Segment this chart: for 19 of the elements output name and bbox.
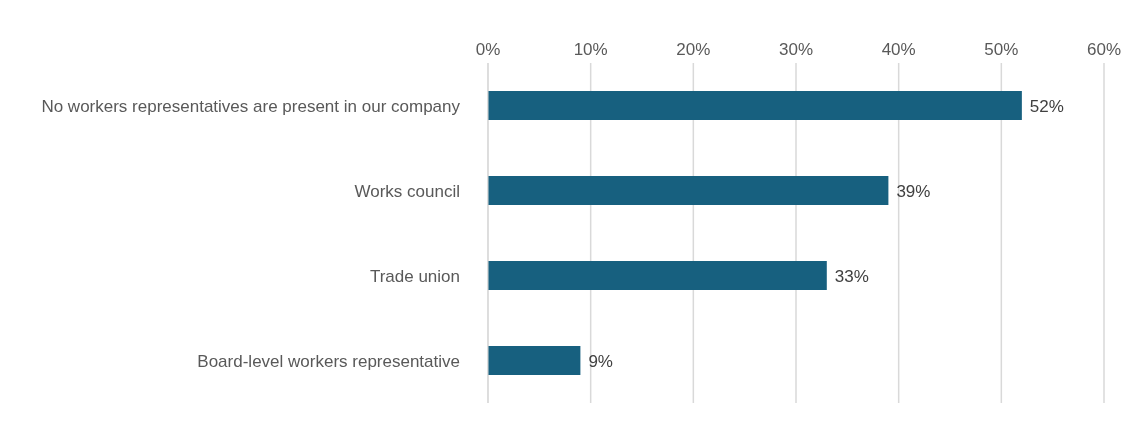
- bar: [488, 261, 827, 291]
- x-tick-label: 0%: [475, 40, 501, 59]
- x-tick-label: 60%: [1086, 40, 1122, 59]
- x-tick-label: 40%: [881, 40, 916, 59]
- x-tick-label: 10%: [573, 40, 608, 59]
- x-tick-label: 50%: [984, 40, 1019, 59]
- y-tick-label: Board-level workers representative: [197, 351, 460, 371]
- x-tick-label: 30%: [778, 40, 814, 59]
- y-tick-label: Works council: [354, 181, 460, 201]
- data-label: 39%: [896, 181, 931, 201]
- y-tick-label: No workers representatives are present in our company: [41, 96, 461, 116]
- y-tick-label: Trade union: [369, 266, 460, 286]
- data-label: 33%: [834, 266, 869, 286]
- bar: [488, 176, 889, 206]
- data-label: 52%: [1029, 96, 1064, 116]
- bar: [488, 346, 581, 376]
- bar: [488, 91, 1022, 121]
- x-tick-label: 20%: [676, 40, 711, 59]
- data-label: 9%: [588, 351, 613, 371]
